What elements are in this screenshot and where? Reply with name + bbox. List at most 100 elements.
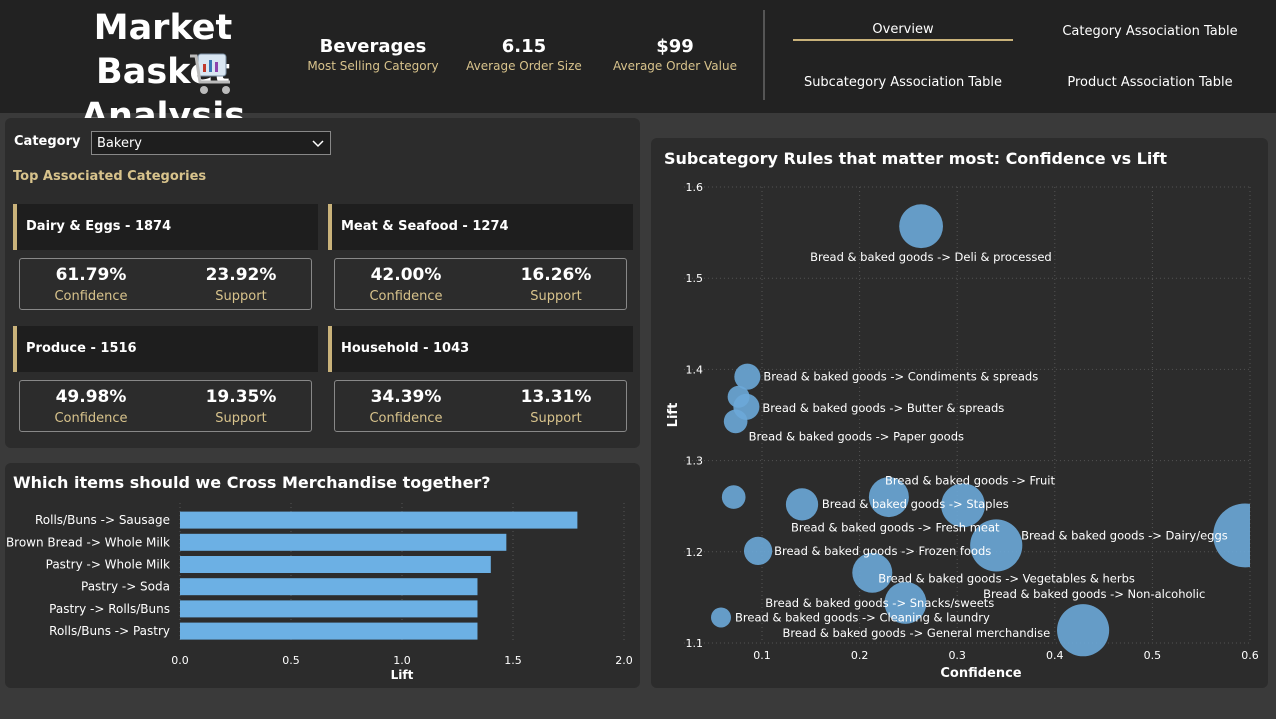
y-tick-label: Brown Bread -> Whole Milk <box>6 535 170 549</box>
bubble <box>868 477 909 518</box>
metric-value: 42.00% <box>370 265 442 285</box>
x-tick-label: 0.3 <box>948 649 966 662</box>
point-label: Bread & baked goods -> Staples <box>822 497 1009 511</box>
x-tick-label: 0.5 <box>282 654 300 667</box>
header: Market Basket Analysis Beverages Most Sel… <box>0 0 1276 136</box>
active-underline <box>793 39 1013 41</box>
bubble <box>884 581 927 624</box>
point-label: Bread & baked goods -> Paper goods <box>749 429 964 443</box>
x-tick-label: 1.0 <box>393 654 411 667</box>
dropdown-value: Bakery <box>97 136 142 151</box>
metric-box: 61.79% Confidence 23.92% Support <box>19 258 312 310</box>
y-tick-label: 1.1 <box>686 637 704 650</box>
point-label: Bread & baked goods -> Fruit <box>885 473 1055 487</box>
metric-value: 19.35% <box>205 387 277 407</box>
x-axis-title: Confidence <box>940 666 1021 681</box>
bar-chart: Which items should we Cross Merchandise … <box>6 473 633 682</box>
metric-label: Confidence <box>369 289 443 304</box>
bubble <box>1057 604 1110 657</box>
bubble <box>734 363 761 390</box>
point-label: Bread & baked goods -> Condiments & spre… <box>763 370 1038 384</box>
metric-value: 13.31% <box>520 387 592 407</box>
chart-title: Subcategory Rules that matter most: Conf… <box>664 149 1167 168</box>
metric-value: 16.26% <box>520 265 592 285</box>
nav-tab[interactable]: Subcategory Association Table <box>803 75 1003 90</box>
cart-icon <box>190 53 230 94</box>
chevron <box>312 140 324 148</box>
kpi-label: Average Order Size <box>466 59 582 73</box>
x-tick-label: 0.2 <box>851 649 869 662</box>
bar-panel: Which items should we Cross Merchandise … <box>5 463 640 688</box>
metric-label: Support <box>215 289 267 304</box>
scatter-chart: Subcategory Rules that matter most: Conf… <box>664 149 1259 681</box>
bar <box>180 622 478 640</box>
kpi: Beverages Most Selling Category <box>298 36 448 73</box>
point-label: Bread & baked goods -> Deli & processed <box>810 250 1052 264</box>
point-label: Bread & baked goods -> Butter & spreads <box>762 401 1004 415</box>
nav-tab[interactable]: Overview <box>872 22 934 37</box>
card-title: Meat & Seafood - 1274 <box>328 204 633 250</box>
bubble <box>941 483 985 528</box>
x-tick-label: 0.6 <box>1241 649 1259 662</box>
kpi-label: Average Order Value <box>613 59 737 73</box>
metric-value: 61.79% <box>55 265 127 285</box>
point-label: Bread & baked goods -> Vegetables & herb… <box>878 571 1135 585</box>
bubble <box>899 204 943 249</box>
kpi: 6.15 Average Order Size <box>449 36 599 73</box>
separator <box>763 10 765 100</box>
nav-tab[interactable]: Product Association Table <box>1067 75 1233 90</box>
y-tick-label: Pastry -> Soda <box>81 580 170 594</box>
x-tick-label: 1.5 <box>504 654 522 667</box>
point-label: Bread & baked goods -> Non-alcoholic <box>983 587 1205 601</box>
nav-tab[interactable]: Category Association Table <box>1062 24 1238 39</box>
point-label: Bread & baked goods -> Cleaning & laundr… <box>735 610 990 624</box>
points <box>711 204 1251 657</box>
bubble <box>711 607 732 628</box>
y-tick-label: 1.2 <box>686 546 704 559</box>
kpi-value: $99 <box>656 36 694 57</box>
x-tick-label: 0.1 <box>753 649 771 662</box>
card-title: Produce - 1516 <box>13 326 318 372</box>
point-label: Bread & baked goods -> Frozen foods <box>774 544 991 558</box>
bar <box>180 556 491 573</box>
x-tick-label: 0.5 <box>1144 649 1162 662</box>
x-tick-label: 2.0 <box>615 654 633 667</box>
metric-label: Support <box>215 411 267 426</box>
metric-label: Support <box>530 411 582 426</box>
bar <box>180 511 578 529</box>
kpi-label: Most Selling Category <box>307 59 439 73</box>
x-axis-title: Lift <box>391 668 414 682</box>
metric-label: Confidence <box>54 411 128 426</box>
y-tick-label: 1.3 <box>686 455 704 468</box>
bubble <box>1213 503 1251 568</box>
point-label: Bread & baked goods -> Fresh meat <box>791 520 1000 534</box>
x-tick-label: 0.0 <box>171 654 189 667</box>
point-label: Bread & baked goods -> Snacks/sweets <box>765 596 994 610</box>
y-tick-label: Pastry -> Whole Milk <box>46 558 170 572</box>
kpi-value: 6.15 <box>501 36 547 57</box>
filter-label: Category <box>14 134 81 149</box>
section-title: Top Associated Categories <box>13 169 207 184</box>
bubble <box>970 519 1023 572</box>
y-tick-label: 1.6 <box>686 181 704 194</box>
metric-label: Support <box>530 289 582 304</box>
bubble <box>721 485 746 509</box>
y-tick-label: 1.5 <box>686 272 704 285</box>
y-axis-title: Lift <box>666 403 681 428</box>
y-tick-label: Rolls/Buns -> Pastry <box>49 624 170 638</box>
card-title: Household - 1043 <box>328 326 633 372</box>
bubble <box>852 552 893 593</box>
y-tick-label: 1.4 <box>686 363 704 376</box>
bar <box>180 600 478 618</box>
metric-box: 49.98% Confidence 19.35% Support <box>19 380 312 432</box>
point-label: Bread & baked goods -> Dairy/eggs <box>1021 528 1228 542</box>
metric-value: 34.39% <box>370 387 442 407</box>
bar <box>180 533 507 551</box>
bubble <box>743 536 773 566</box>
chart-title: Which items should we Cross Merchandise … <box>13 473 491 492</box>
point-label: Bread & baked goods -> General merchandi… <box>782 626 1050 640</box>
bubble <box>785 488 819 521</box>
category-dropdown[interactable]: Bakery <box>91 131 331 155</box>
metric-box: 34.39% Confidence 13.31% Support <box>334 380 627 432</box>
